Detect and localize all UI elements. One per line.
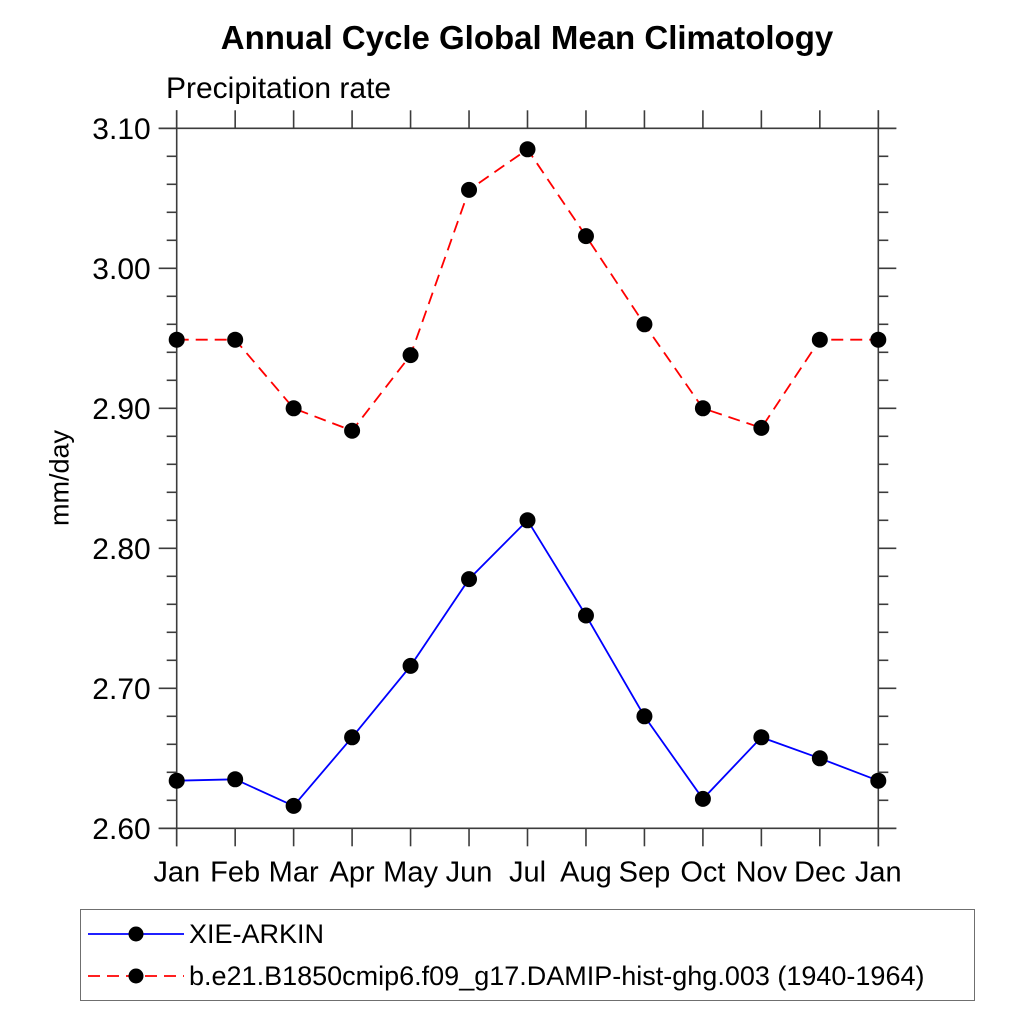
- svg-text:2.70: 2.70: [92, 673, 150, 706]
- svg-text:Jan: Jan: [153, 856, 200, 888]
- svg-text:2.60: 2.60: [92, 813, 150, 846]
- svg-text:Sep: Sep: [619, 856, 671, 888]
- svg-text:3.10: 3.10: [92, 113, 150, 146]
- legend-label: XIE-ARKIN: [189, 918, 325, 949]
- svg-text:Dec: Dec: [794, 856, 846, 888]
- svg-text:Oct: Oct: [680, 856, 725, 888]
- chart-title: Annual Cycle Global Mean Climatology: [220, 19, 834, 56]
- svg-text:3.00: 3.00: [92, 253, 150, 286]
- svg-text:Jul: Jul: [509, 856, 546, 888]
- legend-item-model-run: b.e21.B1850cmip6.f09_g17.DAMIP-hist-ghg.…: [86, 955, 974, 997]
- legend-label: b.e21.B1850cmip6.f09_g17.DAMIP-hist-ghg.…: [189, 960, 925, 991]
- svg-text:Feb: Feb: [210, 856, 260, 888]
- svg-text:May: May: [383, 856, 438, 888]
- svg-text:Mar: Mar: [269, 856, 319, 888]
- legend-line-sample-solid-icon: [88, 926, 184, 942]
- svg-text:Apr: Apr: [330, 856, 375, 888]
- svg-text:Jun: Jun: [446, 856, 493, 888]
- svg-text:Nov: Nov: [736, 856, 788, 888]
- svg-text:Jan: Jan: [855, 856, 902, 888]
- svg-text:2.80: 2.80: [92, 533, 150, 566]
- svg-text:2.90: 2.90: [92, 393, 150, 426]
- svg-text:Aug: Aug: [560, 856, 612, 888]
- legend: XIE-ARKIN b.e21.B1850cmip6.f09_g17.DAMIP…: [80, 909, 975, 1001]
- legend-line-sample-dashed-icon: [88, 968, 184, 984]
- chart-subtitle: Precipitation rate: [166, 72, 392, 105]
- legend-item-xie-arkin: XIE-ARKIN: [86, 913, 974, 955]
